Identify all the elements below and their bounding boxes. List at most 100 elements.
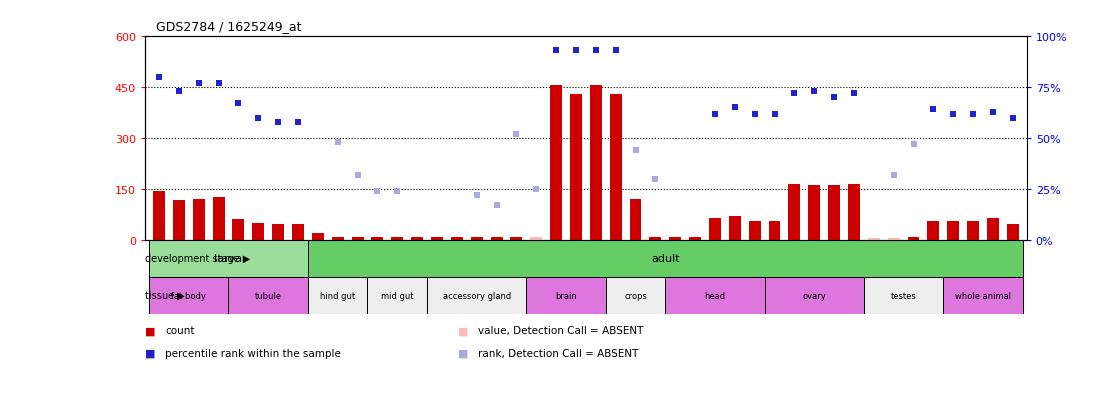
Text: development stage ▶: development stage ▶ — [145, 254, 250, 263]
Text: crops: crops — [624, 291, 647, 300]
Bar — [308, 240, 1022, 277]
Text: testes: testes — [891, 291, 916, 300]
Bar — [352, 238, 364, 240]
Text: larva: larva — [214, 254, 242, 263]
Bar — [427, 277, 527, 314]
Text: tissue ▶: tissue ▶ — [145, 290, 185, 300]
Text: value, Detection Call = ABSENT: value, Detection Call = ABSENT — [478, 325, 643, 335]
Text: tubule: tubule — [254, 291, 281, 300]
Point — [984, 109, 1002, 116]
Point — [725, 105, 743, 112]
Bar — [272, 225, 285, 240]
Point — [269, 119, 287, 126]
Point — [1004, 115, 1022, 122]
Bar — [590, 86, 602, 240]
Bar — [150, 277, 229, 314]
Bar — [808, 186, 820, 240]
Point — [567, 48, 585, 55]
Point — [766, 111, 783, 118]
Point — [210, 81, 228, 87]
Point — [547, 48, 565, 55]
Point — [845, 91, 863, 97]
Bar — [968, 221, 979, 240]
Bar — [609, 95, 622, 240]
Text: hind gut: hind gut — [320, 291, 355, 300]
Bar — [690, 238, 701, 240]
Bar — [650, 238, 662, 240]
Bar — [606, 277, 665, 314]
Bar — [431, 238, 443, 240]
Point — [488, 202, 506, 209]
Point — [528, 186, 546, 192]
Text: fat body: fat body — [172, 291, 206, 300]
Text: GDS2784 / 1625249_at: GDS2784 / 1625249_at — [156, 20, 301, 33]
Bar — [749, 221, 761, 240]
Bar — [943, 277, 1022, 314]
Text: mid gut: mid gut — [381, 291, 414, 300]
Bar — [868, 238, 879, 240]
Bar — [629, 199, 642, 240]
Point — [944, 111, 962, 118]
Point — [806, 89, 824, 95]
Text: ■: ■ — [145, 348, 155, 358]
Bar — [145, 240, 1027, 311]
Bar — [510, 238, 522, 240]
Bar — [471, 238, 482, 240]
Bar — [252, 223, 264, 240]
Text: ■: ■ — [458, 348, 468, 358]
Point — [607, 48, 625, 55]
Bar — [907, 238, 920, 240]
Point — [329, 139, 347, 146]
Text: ovary: ovary — [802, 291, 826, 300]
Bar — [292, 225, 304, 240]
Point — [587, 48, 605, 55]
Bar — [491, 238, 502, 240]
Point — [905, 141, 923, 148]
Point — [964, 111, 982, 118]
Point — [646, 176, 664, 183]
Text: rank, Detection Call = ABSENT: rank, Detection Call = ABSENT — [478, 348, 638, 358]
Bar — [927, 221, 940, 240]
Point — [230, 101, 248, 107]
Bar — [232, 220, 244, 240]
Bar — [828, 186, 840, 240]
Bar — [150, 240, 308, 277]
Point — [348, 172, 366, 178]
Bar — [788, 184, 800, 240]
Bar — [709, 218, 721, 240]
Bar — [331, 238, 344, 240]
Point — [786, 91, 804, 97]
Bar — [308, 277, 367, 314]
Bar — [229, 277, 308, 314]
Bar — [527, 277, 606, 314]
Bar — [887, 238, 899, 240]
Bar — [764, 277, 864, 314]
Point — [825, 95, 843, 101]
Bar — [367, 277, 427, 314]
Text: ■: ■ — [145, 325, 155, 335]
Point — [626, 147, 644, 154]
Bar — [848, 184, 860, 240]
Point — [745, 111, 763, 118]
Point — [170, 89, 187, 95]
Point — [249, 115, 267, 122]
Bar — [729, 216, 741, 240]
Bar — [1007, 225, 1019, 240]
Point — [368, 188, 386, 195]
Text: head: head — [704, 291, 725, 300]
Point — [885, 172, 903, 178]
Bar — [193, 199, 204, 240]
Bar — [570, 95, 581, 240]
Bar — [987, 218, 999, 240]
Point — [388, 188, 406, 195]
Bar — [769, 221, 780, 240]
Bar — [411, 238, 423, 240]
Bar — [550, 86, 562, 240]
Text: brain: brain — [555, 291, 577, 300]
Text: accessory gland: accessory gland — [443, 291, 511, 300]
Point — [706, 111, 724, 118]
Point — [508, 131, 526, 138]
Bar — [864, 277, 943, 314]
Bar — [665, 277, 764, 314]
Point — [468, 192, 485, 199]
